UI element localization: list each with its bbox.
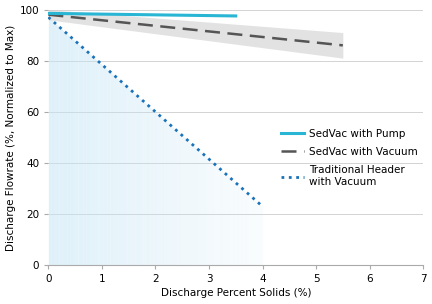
SedVac with Pump: [233, 14, 238, 18]
Y-axis label: Discharge Flowrate (%, Normalized to Max): Discharge Flowrate (%, Normalized to Max…: [6, 24, 16, 250]
Legend: SedVac with Pump, SedVac with Vacuum, Traditional Header
with Vacuum: SedVac with Pump, SedVac with Vacuum, Tr…: [276, 125, 422, 191]
SedVac with Pump: [46, 12, 51, 15]
SedVac with Vacuum: [46, 13, 51, 16]
Traditional Header
with Vacuum: [260, 205, 265, 208]
Line: SedVac with Vacuum: SedVac with Vacuum: [48, 15, 343, 45]
Traditional Header
with Vacuum: [46, 16, 51, 19]
Line: Traditional Header
with Vacuum: Traditional Header with Vacuum: [48, 17, 263, 206]
X-axis label: Discharge Percent Solids (%): Discharge Percent Solids (%): [161, 288, 311, 299]
SedVac with Vacuum: [340, 43, 346, 47]
Line: SedVac with Pump: SedVac with Pump: [48, 13, 236, 16]
